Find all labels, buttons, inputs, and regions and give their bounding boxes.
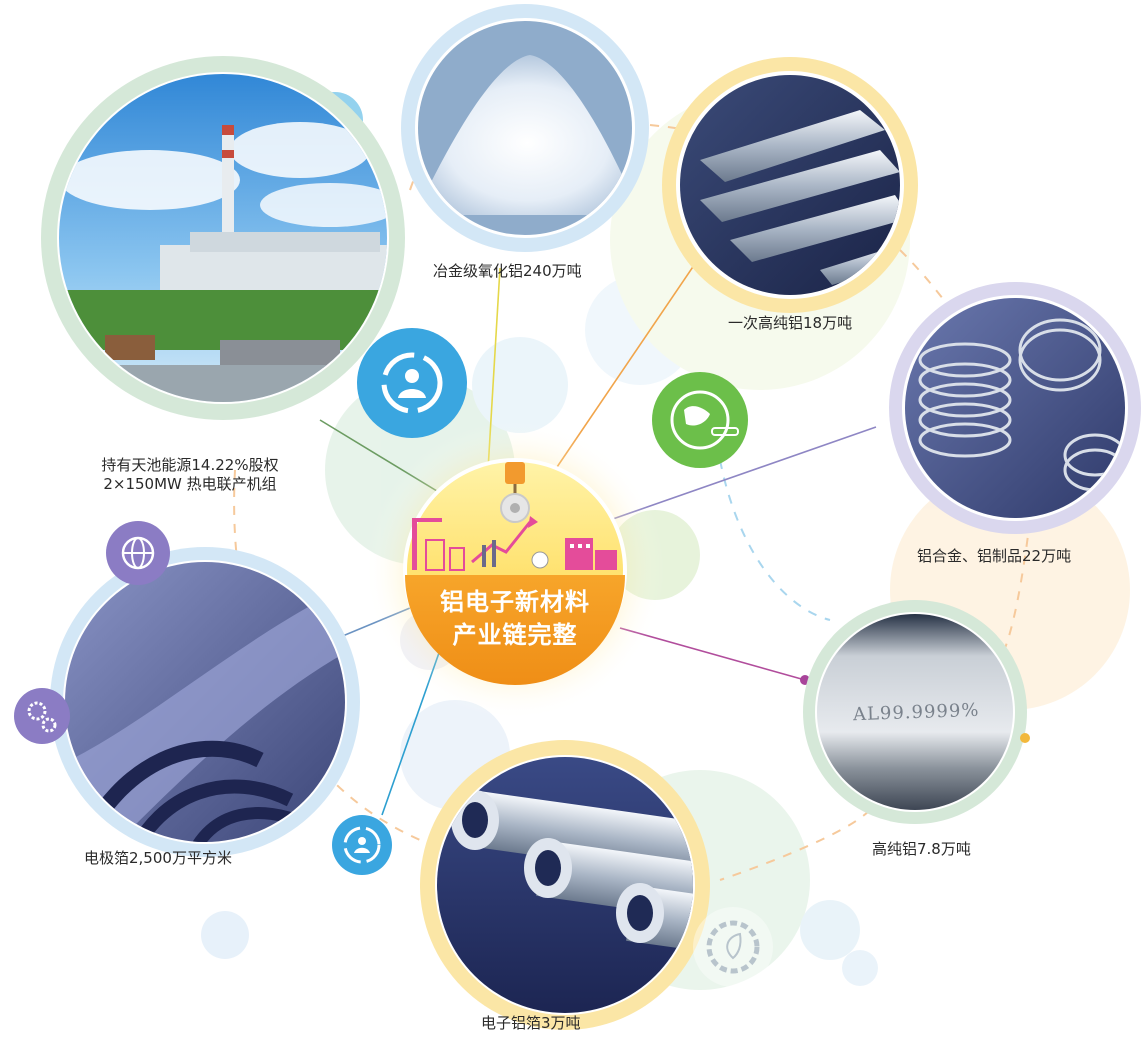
alloy-products-node — [889, 282, 1141, 534]
primary-aluminum-label: 一次高纯铝18万吨 — [728, 314, 853, 332]
alumina-label: 冶金级氧化铝240万吨 — [433, 262, 582, 280]
power-plant-label: 持有天池能源14.22%股权 2×150MW 热电联产机组 — [40, 456, 340, 494]
industry-illustration — [412, 462, 617, 571]
accent-dot — [1020, 733, 1030, 743]
ingot-engraving: AL99.9999% — [852, 699, 980, 726]
recycle-user-icon — [357, 328, 467, 438]
high-purity-label: 高纯铝7.8万吨 — [872, 840, 971, 858]
gears-icon — [14, 688, 70, 744]
power-plant-node — [41, 56, 405, 420]
center-title-line1: 铝电子新材料 — [440, 588, 590, 616]
center-title-line2: 产业链完整 — [452, 621, 578, 649]
electrode-foil-node — [50, 547, 360, 857]
alumina-node — [401, 4, 649, 252]
alloy-products-label: 铝合金、铝制品22万吨 — [917, 547, 1072, 565]
primary-aluminum-node — [662, 57, 918, 313]
center-title: 铝电子新材料 产业链完整 — [395, 586, 635, 652]
electronic-foil-label: 电子铝箔3万吨 — [481, 1014, 581, 1032]
globe-thermometer-icon — [652, 372, 748, 468]
center-hub — [365, 420, 665, 720]
power-plant-label-line2: 2×150MW 热电联产机组 — [103, 475, 277, 493]
high-purity-node — [803, 600, 1027, 824]
gear-leaf-icon — [693, 907, 773, 987]
power-plant-label-line1: 持有天池能源14.22%股权 — [101, 456, 279, 474]
refresh-user-icon — [332, 815, 392, 875]
electronic-foil-node — [420, 740, 710, 1030]
electrode-foil-label: 电极箔2,500万平方米 — [84, 849, 232, 867]
globe-icon — [106, 521, 170, 585]
